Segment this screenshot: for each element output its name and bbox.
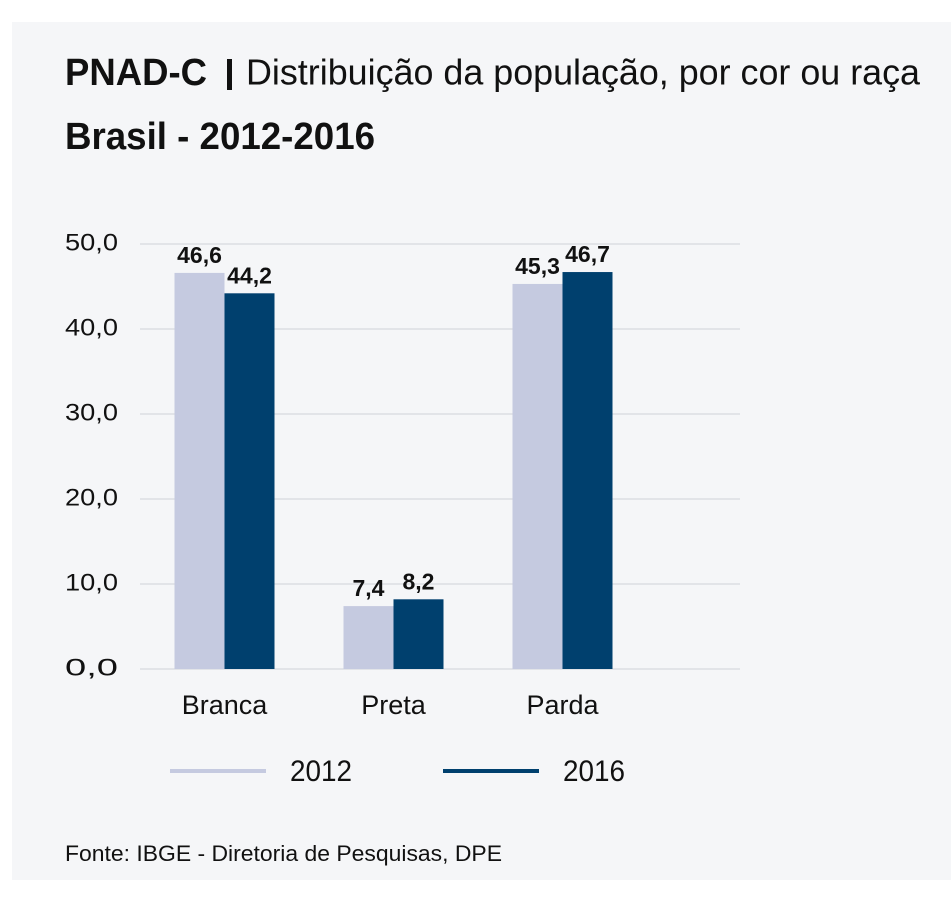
legend-label: 2012: [290, 755, 352, 788]
value-label: 46,7: [565, 241, 610, 267]
bar: [224, 293, 275, 669]
legend-label: 2016: [563, 755, 625, 788]
bar: [562, 272, 613, 669]
source: Fonte: IBGE - Diretoria de Pesquisas, DP…: [65, 841, 502, 866]
y-tick-label: 20,0: [65, 484, 118, 511]
value-label: 44,2: [227, 262, 272, 288]
bar: [343, 606, 394, 669]
x-tick-label: Branca: [182, 690, 269, 720]
y-tick-label: 30,0: [65, 399, 118, 426]
panel: [12, 22, 951, 880]
value-label: 46,6: [177, 242, 222, 268]
bar: [393, 599, 444, 669]
value-label: 8,2: [403, 568, 435, 594]
chart-title: Distribuição da população, por cor ou ra…: [246, 52, 921, 93]
bar: [174, 272, 225, 669]
x-tick-label: Parda: [526, 690, 599, 720]
y-tick-label: 0,0: [65, 654, 118, 681]
y-tick-label: 40,0: [65, 314, 118, 341]
value-label: 7,4: [353, 575, 385, 601]
y-tick-label: 50,0: [65, 229, 118, 256]
chart-subtitle: Brasil - 2012-2016: [65, 116, 375, 158]
bar: [512, 283, 563, 669]
title-separator: [227, 59, 232, 90]
x-tick-label: Preta: [361, 690, 427, 720]
chart-title-prefix: PNAD-C: [65, 52, 207, 94]
value-label: 45,3: [515, 253, 560, 279]
y-tick-label: 10,0: [65, 569, 118, 596]
